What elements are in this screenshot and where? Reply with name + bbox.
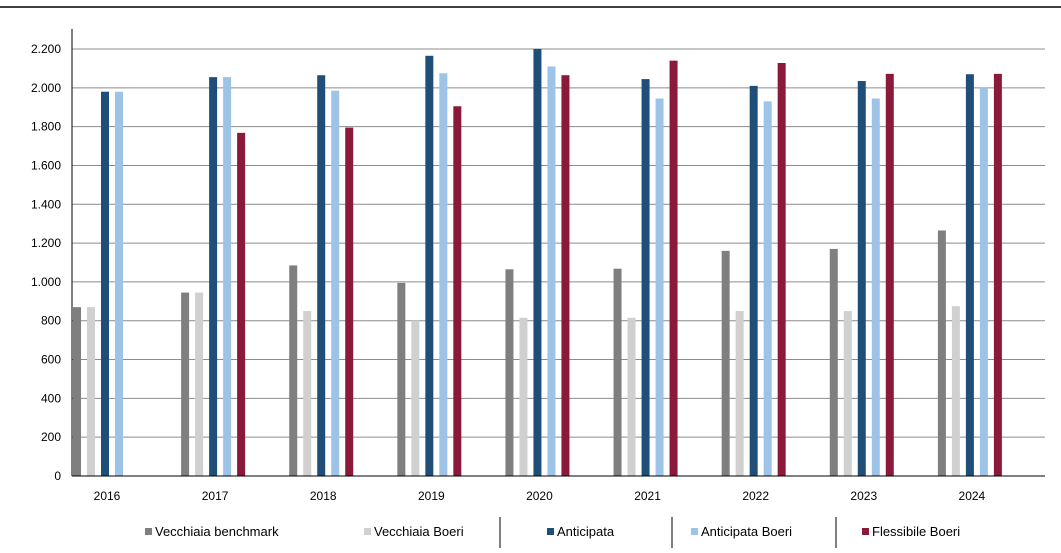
y-tick-label: 1.000: [31, 275, 61, 289]
x-tick-label: 2020: [526, 489, 553, 503]
bar-anticipata: [533, 49, 542, 476]
legend-label: Vecchiaia benchmark: [155, 524, 279, 539]
y-tick-label: 800: [41, 314, 61, 328]
bar-anticipata: [317, 75, 326, 476]
legend-label: Anticipata Boeri: [701, 524, 792, 539]
bar-anticipata: [749, 85, 758, 477]
legend: Vecchiaia benchmark Vecchiaia Boeri Antici…: [145, 517, 960, 548]
x-tick-label: 2024: [959, 489, 986, 503]
bar-vecchiaia-boeri: [843, 311, 852, 476]
gridlines: [72, 48, 1045, 438]
legend-label: Vecchiaia Boeri: [374, 524, 464, 539]
bar-flessibile-boeri: [345, 127, 354, 477]
bar-vecchiaia-boeri: [87, 307, 95, 476]
bar-vecchiaia-boeri: [627, 317, 636, 476]
legend-swatch: [547, 528, 554, 535]
x-tick-label: 2018: [310, 489, 337, 503]
bar-vecchiaia-benchmark: [73, 307, 81, 476]
bar-flessibile-boeri: [993, 73, 1002, 477]
bar-vecchiaia-benchmark: [721, 250, 730, 476]
bar-anticipata-boeri: [439, 73, 448, 477]
bar-flessibile-boeri: [453, 106, 462, 476]
y-tick-label: 1.400: [31, 197, 61, 211]
bar-anticipata: [101, 91, 109, 476]
bar-vecchiaia-boeri: [519, 317, 528, 476]
legend-swatch: [862, 528, 869, 535]
legend-swatch: [145, 528, 152, 535]
y-tick-label: 1.800: [31, 120, 61, 134]
x-tick-label: 2023: [850, 489, 877, 503]
bar-anticipata: [209, 77, 218, 476]
bar-vecchiaia-boeri: [195, 292, 204, 476]
legend-swatch: [691, 528, 698, 535]
bar-vecchiaia-boeri: [303, 311, 312, 476]
y-tick-label: 200: [41, 430, 61, 444]
x-axis-ticks: 2016 2017 2018 2019 2020 2021 2022 2023 2024: [94, 489, 986, 503]
x-tick-label: 2017: [202, 489, 229, 503]
bar-anticipata-boeri: [223, 77, 232, 476]
y-tick-label: 0: [54, 469, 61, 483]
bar-anticipata-boeri: [331, 90, 340, 476]
bar-anticipata-boeri: [871, 98, 880, 477]
bar-anticipata: [425, 55, 434, 476]
legend-label: Flessibile Boeri: [872, 524, 960, 539]
bar-vecchiaia-benchmark: [397, 282, 406, 476]
bar-vecchiaia-boeri: [951, 306, 960, 476]
axes: [71, 29, 1045, 477]
bar-anticipata-boeri: [115, 91, 123, 476]
bar-anticipata-boeri: [763, 101, 772, 477]
bar-vecchiaia-benchmark: [289, 265, 298, 476]
y-tick-label: 2.200: [31, 42, 61, 56]
bar-vecchiaia-benchmark: [613, 268, 622, 476]
x-tick-label: 2016: [94, 489, 121, 503]
y-tick-label: 2.000: [31, 81, 61, 95]
y-tick-label: 1.200: [31, 236, 61, 250]
bar-vecchiaia-benchmark: [937, 230, 946, 476]
bar-vecchiaia-benchmark: [181, 292, 190, 476]
bar-anticipata: [641, 79, 650, 476]
bar-vecchiaia-boeri: [735, 311, 744, 476]
bar-flessibile-boeri: [777, 62, 786, 476]
bar-vecchiaia-benchmark: [505, 269, 514, 476]
legend-swatch: [364, 528, 371, 535]
bar-vecchiaia-benchmark: [829, 248, 838, 476]
x-tick-label: 2021: [634, 489, 661, 503]
y-tick-label: 600: [41, 353, 61, 367]
bar-anticipata: [857, 81, 866, 477]
x-tick-label: 2022: [742, 489, 769, 503]
bar-vecchiaia-boeri: [411, 320, 420, 476]
bar-anticipata: [965, 74, 974, 477]
bar-flessibile-boeri: [561, 75, 570, 476]
y-tick-label: 1.600: [31, 158, 61, 172]
bars: [73, 49, 1002, 477]
bar-flessibile-boeri: [669, 60, 678, 477]
y-tick-label: 400: [41, 391, 61, 405]
legend-label: Anticipata: [557, 524, 615, 539]
bar-anticipata-boeri: [547, 66, 556, 476]
bar-anticipata-boeri: [655, 98, 664, 477]
x-tick-label: 2019: [418, 489, 445, 503]
bar-flessibile-boeri: [885, 73, 894, 477]
bar-flessibile-boeri: [237, 132, 246, 476]
bar-anticipata-boeri: [979, 87, 988, 477]
y-axis-ticks: 0 200 400 600 800 1.000 1.200 1.400 1.600 1.800 2.…: [31, 42, 61, 483]
